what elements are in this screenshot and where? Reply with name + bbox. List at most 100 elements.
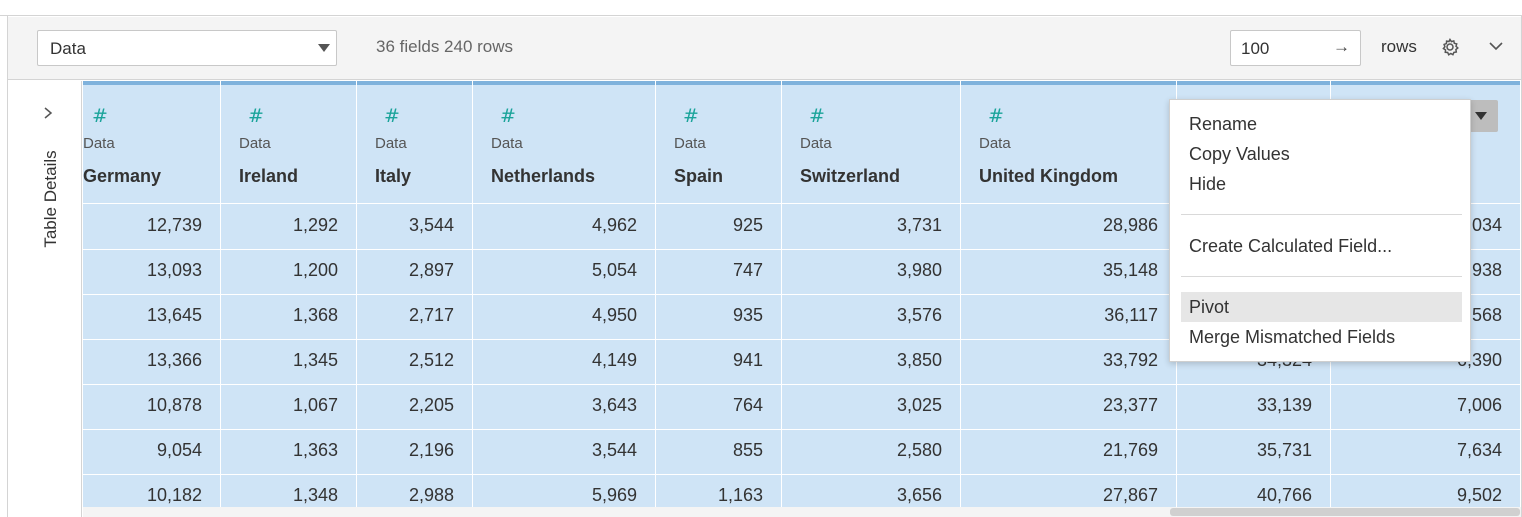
table-cell: 747 — [732, 260, 763, 280]
header-divider — [83, 203, 1521, 204]
column-menu-button[interactable] — [1466, 100, 1498, 132]
table-cell: 3,544 — [591, 440, 637, 460]
gear-icon[interactable] — [1440, 37, 1460, 57]
row-divider — [83, 474, 1521, 475]
number-type-icon[interactable]: # — [92, 105, 108, 127]
number-type-icon[interactable]: # — [500, 105, 516, 127]
table-cell: 2,897 — [408, 260, 454, 280]
column-top-accent — [1177, 81, 1330, 85]
column-top-accent — [357, 81, 472, 85]
table-cell: 1,163 — [717, 485, 763, 505]
table-cell: 2,988 — [408, 485, 454, 505]
table-cell: 4,950 — [591, 305, 637, 325]
grid-column[interactable]: # Data Ireland 1,292 1,200 1,368 1,345 1,067 1,3… — [221, 81, 357, 507]
menu-item-merge-mismatched-fields[interactable]: Merge Mismatched Fields — [1189, 327, 1396, 347]
table-cell: 1,067 — [292, 395, 338, 415]
rows-count-input[interactable]: 100 → — [1230, 30, 1361, 66]
table-cell: 27,867 — [1102, 485, 1158, 505]
column-header-name[interactable]: Switzerland — [800, 166, 901, 186]
table-cell: 3,025 — [896, 395, 942, 415]
table-details-label[interactable]: Table Details — [41, 150, 60, 248]
number-type-icon[interactable]: # — [384, 105, 400, 127]
table-cell: 3,980 — [896, 260, 942, 280]
column-header-name[interactable]: United Kingdom — [979, 166, 1118, 186]
table-cell: 1,345 — [292, 350, 338, 370]
column-source-label: Data — [979, 135, 1011, 152]
table-cell: 33,792 — [1102, 350, 1158, 370]
column-source-label: Data — [491, 135, 523, 152]
chevron-down-icon[interactable] — [1487, 39, 1505, 53]
column-header-name[interactable]: Italy — [375, 166, 412, 186]
menu-item-copy-values[interactable]: Copy Values — [1189, 144, 1290, 164]
table-cell: 3,544 — [408, 215, 454, 235]
table-cell: 2,580 — [896, 440, 942, 460]
table-cell: 5,969 — [591, 485, 637, 505]
table-cell: 10,182 — [146, 485, 202, 505]
column-source-label: Data — [800, 135, 832, 152]
grid-column[interactable]: 034 938 568 6,390 7,006 7,634 9,502 — [1331, 81, 1521, 507]
menu-item-create-calculated-field[interactable]: Create Calculated Field... — [1189, 236, 1393, 256]
column-header-name[interactable]: Spain — [674, 166, 724, 186]
table-cell: 941 — [732, 350, 763, 370]
menu-divider — [1181, 214, 1462, 215]
table-cell: 4,149 — [591, 350, 637, 370]
menu-item-hide[interactable]: Hide — [1189, 174, 1227, 194]
row-divider — [83, 294, 1521, 295]
table-cell: 9,054 — [156, 440, 202, 460]
rows-count-value: 100 — [1241, 39, 1270, 58]
grid-column[interactable]: # Data Germany 12,739 13,093 13,645 13,366 10,8… — [83, 81, 221, 507]
row-divider — [83, 249, 1521, 250]
number-type-icon[interactable]: # — [248, 105, 264, 127]
table-cell: 1,363 — [292, 440, 338, 460]
menu-item-pivot[interactable]: Pivot — [1181, 292, 1462, 322]
table-cell: 7,006 — [1456, 395, 1502, 415]
table-cell: 12,739 — [146, 215, 202, 235]
scrollbar-thumb[interactable] — [1170, 508, 1520, 516]
expand-panel-icon[interactable] — [41, 105, 55, 121]
horizontal-scrollbar[interactable] — [83, 507, 1521, 517]
table-cell: 034 — [1471, 215, 1502, 235]
table-cell: 855 — [732, 440, 763, 460]
table-cell: 13,645 — [146, 305, 202, 325]
table-cell: 10,878 — [146, 395, 202, 415]
number-type-icon[interactable]: # — [683, 105, 699, 127]
row-divider — [83, 339, 1521, 340]
table-cell: 13,093 — [146, 260, 202, 280]
table-cell: 28,986 — [1102, 215, 1158, 235]
source-select-value: Data — [50, 39, 86, 58]
menu-item-rename[interactable]: Rename — [1189, 114, 1258, 134]
grid-column[interactable]: # Data Switzerland 3,731 3,980 3,576 3,850 3,02… — [782, 81, 961, 507]
table-cell: 35,148 — [1102, 260, 1158, 280]
column-header-name[interactable]: Germany — [83, 166, 162, 186]
table-cell: 2,196 — [408, 440, 454, 460]
table-cell: 1,200 — [292, 260, 338, 280]
data-toolbar: Data 36 fields 240 rows 100 → rows — [8, 17, 1521, 80]
table-cell: 568 — [1471, 305, 1502, 325]
table-cell: 40,766 — [1256, 485, 1312, 505]
table-cell: 3,731 — [896, 215, 942, 235]
row-divider — [83, 429, 1521, 430]
column-header-name[interactable]: Ireland — [239, 166, 299, 186]
number-type-icon[interactable]: # — [988, 105, 1004, 127]
table-cell: 4,962 — [591, 215, 637, 235]
source-select[interactable]: Data — [37, 30, 337, 66]
column-header-name[interactable]: Netherlands — [491, 166, 596, 186]
grid-column[interactable]: # Data Netherlands 4,962 5,054 4,950 4,149 3,64… — [473, 81, 656, 507]
column-top-accent — [473, 81, 655, 85]
table-cell: 13,366 — [146, 350, 202, 370]
table-cell: 35,731 — [1256, 440, 1312, 460]
column-source-label: Data — [83, 135, 115, 152]
column-source-label: Data — [674, 135, 706, 152]
table-cell: 1,292 — [292, 215, 338, 235]
left-border — [7, 16, 8, 517]
column-source-label: Data — [239, 135, 271, 152]
table-cell: 7,634 — [1456, 440, 1502, 460]
apply-arrow-icon[interactable]: → — [1333, 37, 1350, 56]
table-cell: 23,377 — [1102, 395, 1158, 415]
table-cell: 764 — [732, 395, 763, 415]
grid-column[interactable]: # Data Spain 925 747 935 941 764 855 1,163 — [656, 81, 782, 507]
table-cell: 2,717 — [408, 305, 454, 325]
table-cell: 3,643 — [591, 395, 637, 415]
number-type-icon[interactable]: # — [809, 105, 825, 127]
row-divider — [83, 384, 1521, 385]
